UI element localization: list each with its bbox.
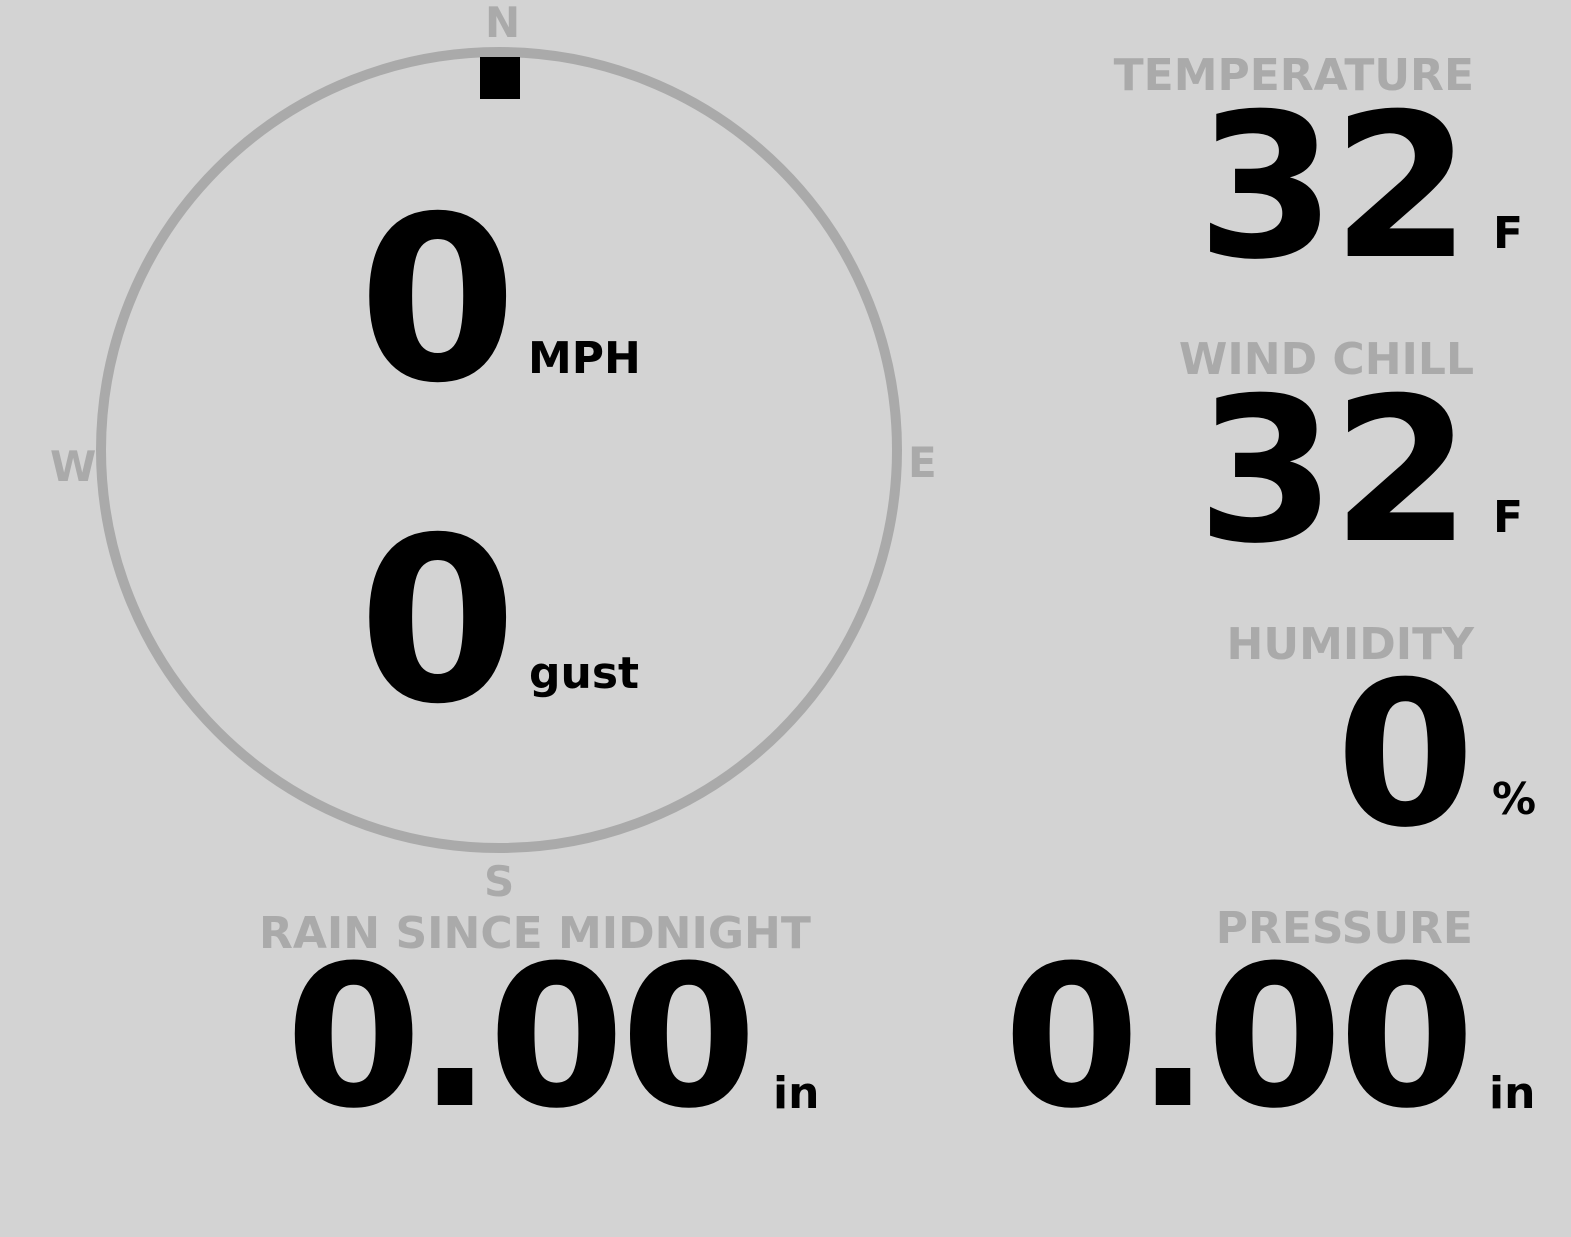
compass-east-label: E (908, 438, 937, 487)
pressure-unit: in (1489, 1068, 1536, 1119)
wind-chill-unit: F (1493, 492, 1524, 543)
compass-west-label: W (50, 442, 97, 491)
rain-value: 0.00 (285, 924, 757, 1152)
compass-south-label: S (484, 857, 515, 906)
compass-north-label: N (485, 0, 521, 47)
temperature-label: TEMPERATURE (1113, 50, 1474, 101)
rain-label: RAIN SINCE MIDNIGHT (259, 908, 811, 959)
humidity-value: 0 (1335, 639, 1475, 872)
pressure-label: PRESSURE (1215, 903, 1473, 954)
rain-unit: in (773, 1068, 820, 1119)
humidity-unit: % (1492, 774, 1537, 825)
wind-chill-value: 32 (1196, 355, 1471, 588)
wind-gust-value: 0 (358, 488, 517, 754)
pressure-value: 0.00 (1003, 924, 1475, 1152)
humidity-label: HUMIDITY (1226, 619, 1474, 670)
wind-speed-value: 0 (358, 167, 517, 433)
temperature-value: 32 (1196, 71, 1471, 304)
wind-gust-unit: gust (529, 648, 640, 699)
wind-chill-label: WIND CHILL (1178, 334, 1474, 385)
temperature-unit: F (1493, 208, 1524, 259)
compass-ring (96, 47, 902, 853)
wind-direction-pointer (480, 57, 520, 99)
wind-speed-unit: MPH (528, 333, 641, 384)
compass-dial (96, 47, 902, 853)
